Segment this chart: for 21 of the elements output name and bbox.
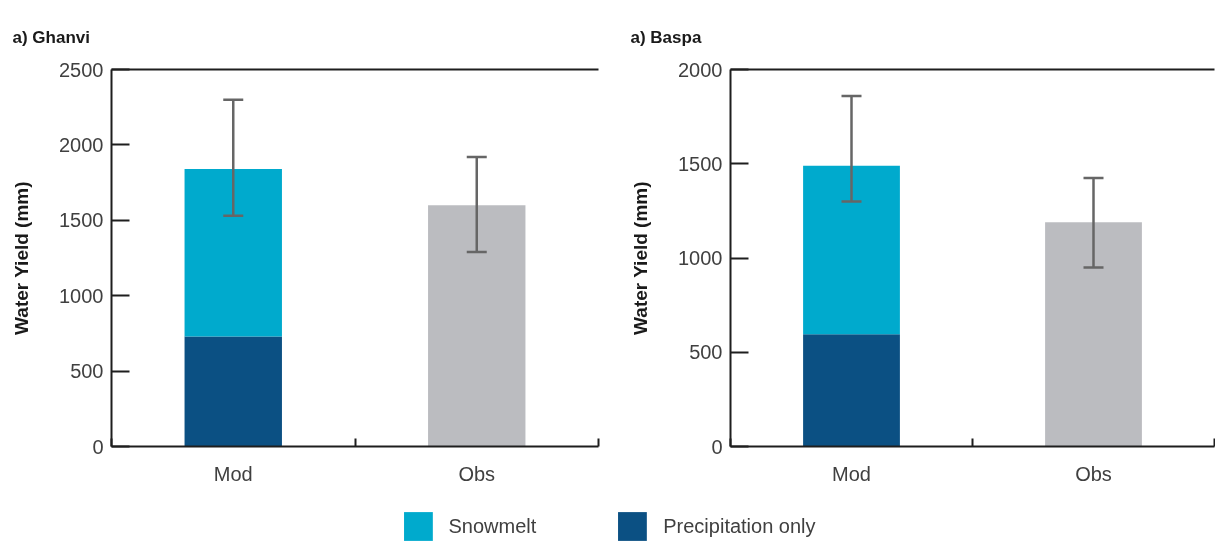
y-axis-title: Water Yield (mm) — [630, 181, 652, 335]
y-tick-label: 2000 — [678, 58, 723, 81]
x-tick-label: Mod — [213, 462, 253, 485]
y-tick-label: 2500 — [59, 58, 104, 81]
legend-label: Snowmelt — [448, 513, 537, 539]
y-tick-label: 2000 — [59, 133, 104, 156]
y-tick-label: 0 — [92, 435, 104, 458]
chart-title: a) Baspa — [630, 27, 702, 47]
y-tick-label: 1000 — [678, 247, 723, 269]
x-tick-label: Obs — [1075, 462, 1112, 485]
chart-title: a) Ghanvi — [12, 27, 90, 47]
y-tick-label: 1000 — [59, 284, 104, 307]
x-tick-label: Obs — [458, 462, 496, 485]
y-tick-label: 500 — [70, 360, 104, 383]
x-tick-label: Mod — [832, 462, 871, 485]
legend-label: Precipitation only — [663, 513, 816, 539]
y-tick-label: 1500 — [59, 209, 104, 232]
y-tick-label: 1500 — [678, 152, 723, 175]
y-tick-label: 0 — [711, 435, 723, 458]
y-tick-label: 500 — [689, 341, 723, 364]
y-axis-title: Water Yield (mm) — [11, 181, 33, 335]
